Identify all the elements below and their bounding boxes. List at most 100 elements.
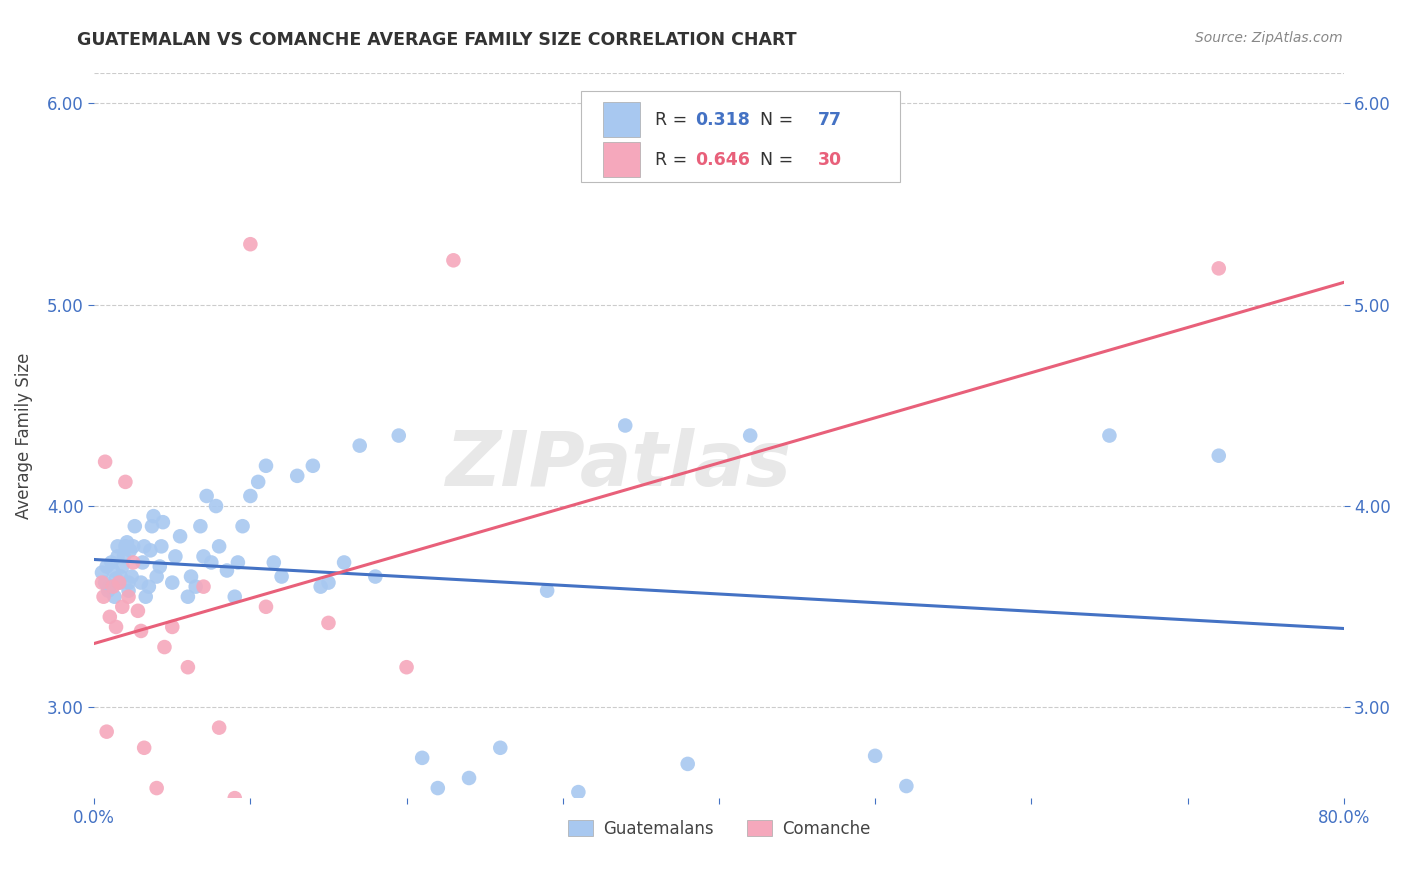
Point — [205, 499, 228, 513]
Text: N =: N = — [749, 151, 799, 169]
Point — [426, 780, 449, 795]
Point — [94, 575, 117, 590]
Point — [441, 253, 464, 268]
Point — [208, 721, 231, 735]
Point — [129, 624, 152, 638]
Point — [117, 583, 139, 598]
Point — [120, 543, 142, 558]
Point — [614, 418, 637, 433]
Point — [107, 539, 129, 553]
Point — [98, 610, 121, 624]
Point — [93, 590, 115, 604]
Point — [247, 475, 270, 489]
Point — [388, 428, 411, 442]
Point — [896, 779, 918, 793]
Point — [152, 515, 174, 529]
Point — [153, 640, 176, 654]
Point — [224, 791, 246, 805]
Text: GUATEMALAN VS COMANCHE AVERAGE FAMILY SIZE CORRELATION CHART: GUATEMALAN VS COMANCHE AVERAGE FAMILY SI… — [77, 31, 797, 49]
Point — [177, 590, 200, 604]
Point — [107, 549, 129, 564]
Point — [105, 620, 128, 634]
Point — [141, 519, 163, 533]
FancyBboxPatch shape — [603, 143, 640, 178]
Point — [489, 740, 512, 755]
Text: R =: R = — [655, 111, 693, 128]
Point — [94, 455, 117, 469]
Text: Source: ZipAtlas.com: Source: ZipAtlas.com — [1195, 31, 1343, 45]
Text: 0.318: 0.318 — [695, 111, 749, 128]
Point — [180, 569, 202, 583]
Point — [101, 580, 124, 594]
Point — [150, 539, 173, 553]
Point — [122, 556, 145, 570]
Text: N =: N = — [749, 111, 799, 128]
Point — [122, 539, 145, 553]
Point — [127, 604, 149, 618]
Point — [103, 590, 125, 604]
Text: 77: 77 — [818, 111, 842, 128]
Point — [121, 569, 143, 583]
Point — [96, 559, 118, 574]
Point — [458, 771, 481, 785]
Point — [165, 549, 187, 564]
Point — [134, 740, 156, 755]
Point — [111, 599, 134, 614]
Point — [263, 556, 285, 570]
Point — [91, 566, 114, 580]
Text: R =: R = — [655, 151, 693, 169]
Point — [162, 575, 184, 590]
Point — [676, 756, 699, 771]
Point — [110, 569, 132, 583]
Point — [1208, 261, 1230, 276]
Point — [135, 590, 157, 604]
Point — [117, 575, 139, 590]
FancyBboxPatch shape — [582, 91, 900, 182]
Point — [96, 724, 118, 739]
Point — [162, 620, 184, 634]
Point — [285, 817, 308, 831]
Text: 30: 30 — [818, 151, 842, 169]
Point — [145, 569, 167, 583]
Point — [169, 529, 191, 543]
Point — [193, 549, 215, 564]
FancyBboxPatch shape — [603, 103, 640, 137]
Point — [226, 556, 249, 570]
Point — [318, 615, 340, 630]
Point — [149, 559, 172, 574]
Point — [115, 535, 138, 549]
Point — [309, 580, 332, 594]
Point — [105, 572, 128, 586]
Point — [536, 583, 558, 598]
Point — [108, 575, 131, 590]
Point — [195, 489, 218, 503]
Point — [318, 575, 340, 590]
Point — [239, 489, 262, 503]
Point — [114, 475, 136, 489]
Legend: Guatemalans, Comanche: Guatemalans, Comanche — [561, 813, 877, 844]
Point — [117, 590, 139, 604]
Point — [124, 519, 146, 533]
Point — [740, 428, 762, 442]
Point — [114, 539, 136, 553]
Point — [193, 580, 215, 594]
Point — [1098, 428, 1121, 442]
Point — [395, 660, 418, 674]
Point — [145, 780, 167, 795]
Point — [138, 580, 160, 594]
Point — [270, 569, 292, 583]
Point — [364, 569, 387, 583]
Point — [200, 556, 222, 570]
Point — [134, 539, 156, 553]
Point — [215, 564, 238, 578]
Point — [112, 549, 135, 564]
Point — [239, 237, 262, 252]
Point — [254, 599, 277, 614]
Point — [224, 590, 246, 604]
Point — [302, 458, 325, 473]
Point — [177, 660, 200, 674]
Point — [863, 748, 886, 763]
Point — [98, 580, 121, 594]
Text: 0.646: 0.646 — [695, 151, 749, 169]
Point — [108, 575, 131, 590]
